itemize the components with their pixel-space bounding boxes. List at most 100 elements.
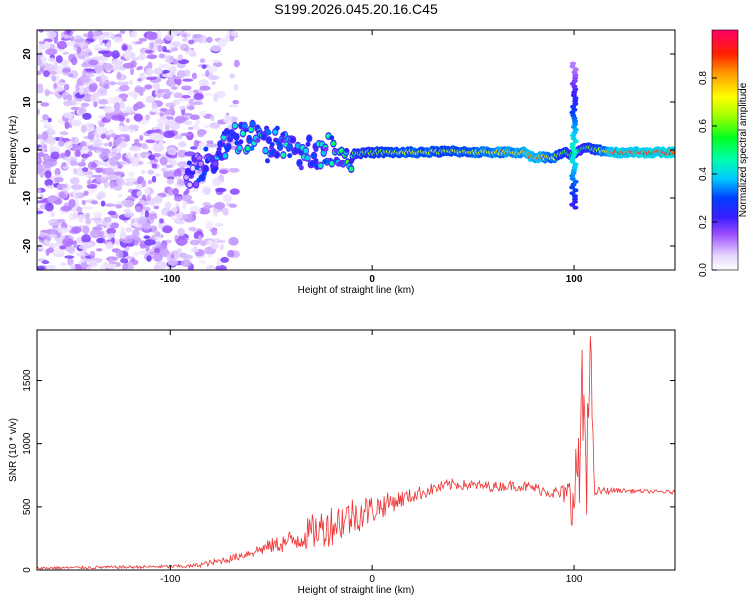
noise-cell [96,237,106,244]
noise-cell [82,225,90,235]
noise-cell [190,211,197,215]
noise-cell [64,245,75,252]
ridge-cell [248,126,254,132]
noise-cell [175,176,181,180]
ridge-scatter-cell [249,145,255,151]
ridge-cell [295,143,301,149]
noise-cell [63,34,69,39]
ridge-cell [305,155,310,161]
noise-cell [172,188,179,196]
noise-cell [85,212,90,220]
noise-cell [177,161,189,168]
noise-cell [106,227,116,235]
noise-cell [181,95,191,99]
ridge-cell [297,160,302,166]
noise-cell [178,97,190,102]
noise-cell [46,264,56,270]
noise-cell [213,202,226,210]
ridge-cell [274,152,280,158]
noise-cell [144,84,153,90]
noise-cell [107,129,114,135]
noise-cell [115,249,124,259]
noise-cell [187,126,194,130]
noise-cell [228,167,240,173]
noise-cell [62,68,71,73]
ridge-cell [184,174,189,180]
noise-cell [138,53,146,60]
noise-cell [104,203,116,207]
noise-cell [107,258,115,264]
spectrogram-cells [37,30,675,270]
noise-cell [157,30,162,39]
noise-cell [151,175,157,183]
ridge-scatter-cell [186,160,192,166]
noise-cell [81,199,86,206]
noise-cell [155,241,161,248]
noise-cell [202,202,211,207]
noise-cell [125,227,133,233]
noise-cell [123,212,135,218]
noise-cell [157,117,169,126]
noise-cell [226,249,235,258]
y-tick-label: 20 [22,48,33,60]
noise-cell [99,264,106,270]
noise-cell [80,261,88,269]
noise-cell [219,243,224,251]
ridge-cell [339,148,344,154]
noise-cell [119,84,130,92]
ridge-cell [311,153,317,159]
noise-cell [170,215,175,220]
noise-cell [184,47,189,52]
ridge-cell [187,182,193,188]
noise-cell [144,187,150,195]
noise-cell [228,203,237,208]
ridge-cell [234,134,239,140]
noise-cell [146,194,152,202]
noise-cell [56,218,66,223]
x-tick-label: -100 [160,574,180,585]
noise-cell [63,83,70,91]
noise-cell [133,113,143,122]
noise-cell [194,101,203,106]
noise-cell [90,229,101,239]
noise-cell [46,63,55,71]
noise-cell [78,215,84,223]
noise-cell [222,207,229,216]
noise-cell [43,155,50,160]
ridge-scatter-cell [266,130,272,136]
noise-cell [109,81,116,86]
noise-cell [153,67,164,75]
noise-cell [98,147,105,152]
noise-cell [193,139,199,149]
noise-cell [143,206,151,212]
chart-title: S199.2026.045.20.16.C45 [274,1,438,17]
noise-cell [154,173,161,177]
ridge-cell [671,150,675,155]
noise-cell [132,251,140,257]
noise-cell [93,100,98,108]
noise-cell [150,108,160,113]
noise-cell [114,81,126,86]
spike-cell [572,197,578,201]
noise-cell [103,143,109,147]
noise-cell [123,208,132,213]
noise-cell [199,58,206,64]
ridge-cell [331,141,336,147]
noise-cell [75,82,80,92]
noise-cell [228,236,239,246]
noise-cell [208,253,214,258]
noise-cell [193,89,199,94]
ridge-scatter-cell [280,132,286,138]
noise-cell [137,160,144,166]
noise-cell [182,78,194,82]
noise-cell [110,64,121,71]
noise-cell [173,206,178,213]
noise-cell [135,205,143,213]
noise-cell [89,260,99,268]
noise-cell [46,30,57,39]
ridge-scatter-cell [305,141,311,147]
noise-cell [76,236,83,244]
noise-cell [111,50,120,59]
noise-cell [97,191,106,199]
noise-cell [171,41,181,47]
